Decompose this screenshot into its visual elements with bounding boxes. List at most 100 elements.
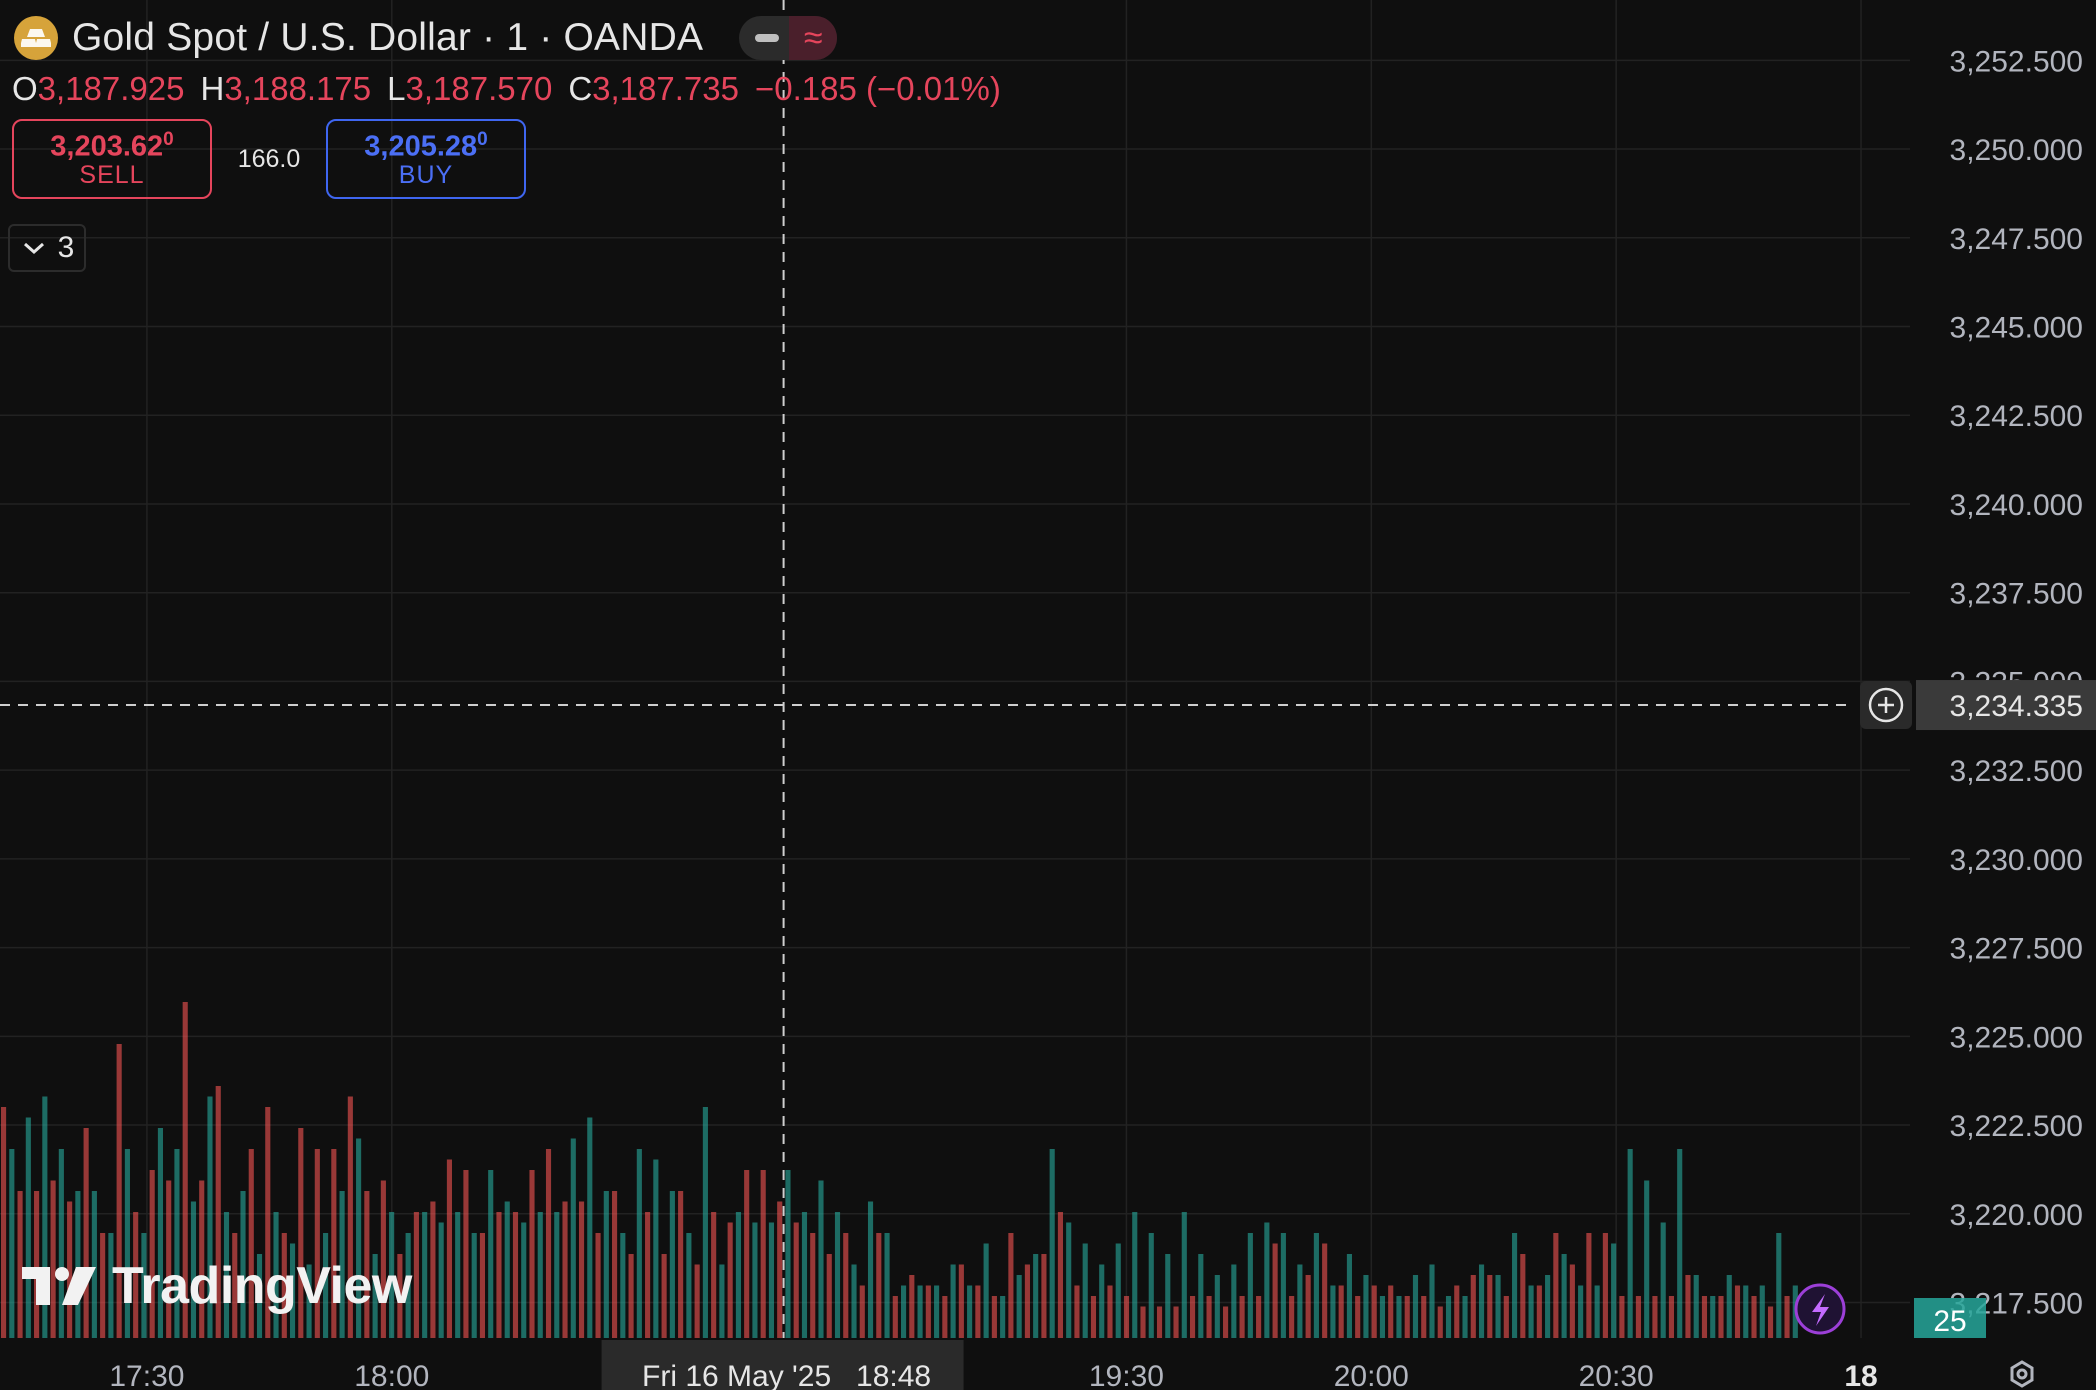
volume-bar-down	[199, 1180, 205, 1338]
volume-bar-up	[1759, 1285, 1765, 1338]
volume-bar-down	[347, 1096, 353, 1338]
volume-bar-down	[1553, 1233, 1559, 1338]
volume-bar-down	[1421, 1296, 1427, 1338]
chart-mode-toggle[interactable]: ≈	[739, 16, 838, 60]
volume-bar-up	[223, 1212, 230, 1338]
volume-bar-down	[711, 1212, 717, 1338]
crosshair-time-box	[601, 1340, 964, 1390]
volume-bars	[1, 1002, 1798, 1338]
volume-bar-down	[1057, 1212, 1063, 1338]
volume-bar-down	[1156, 1306, 1163, 1338]
volume-bar-up	[653, 1159, 659, 1338]
indicators-collapse-button[interactable]: 3	[8, 224, 86, 272]
volume-bar-up	[521, 1222, 527, 1338]
volume-bar-down	[1223, 1306, 1229, 1338]
symbol-title[interactable]: Gold Spot / U.S. Dollar · 1 · OANDA	[72, 16, 704, 59]
volume-bar-down	[843, 1233, 849, 1338]
ohlc-high-value: 3,188.175	[224, 70, 372, 107]
time-tick-label: 17:30	[109, 1360, 184, 1390]
volume-bar-up	[405, 1233, 411, 1338]
volume-bar-up	[537, 1212, 543, 1338]
plus-circle-icon	[1868, 687, 1904, 723]
volume-bar-down	[727, 1222, 733, 1338]
volume-bar-down	[694, 1264, 700, 1338]
gear-icon	[2010, 1360, 2034, 1388]
volume-bar-up	[603, 1191, 609, 1338]
volume-bar-down	[1173, 1306, 1179, 1338]
volume-bar-up	[157, 1128, 163, 1338]
volume-bar-up	[768, 1222, 775, 1338]
volume-bar-up	[1148, 1233, 1154, 1338]
price-tick-label: 3,230.000	[1950, 844, 2083, 877]
volume-bar-up	[851, 1264, 857, 1338]
volume-bar-down	[958, 1264, 964, 1338]
volume-bar-up	[1280, 1233, 1286, 1338]
volume-bar-down	[1355, 1296, 1361, 1338]
volume-bar-up	[1247, 1233, 1253, 1338]
volume-bar-down	[430, 1201, 436, 1338]
volume-bar-down	[595, 1233, 601, 1338]
volume-bar-down	[760, 1170, 766, 1338]
buy-label: BUY	[398, 160, 454, 189]
time-axis[interactable]: 17:30 18:00 19:30 20:00 20:30 18	[109, 1360, 1877, 1390]
volume-bar-down	[1569, 1264, 1575, 1338]
volume-bar-up	[1594, 1285, 1600, 1338]
volume-bar-down	[446, 1159, 452, 1338]
ohlc-values: O 3,187.925 H 3,188.175 L 3,187.570 C 3,…	[12, 70, 1017, 108]
volume-bar-down	[1008, 1233, 1014, 1338]
ohlc-change: −0.185 (−0.01%)	[754, 70, 1001, 107]
volume-bar-down	[100, 1233, 106, 1338]
volume-bar-up	[1363, 1275, 1369, 1338]
volume-bar-down	[232, 1233, 238, 1338]
price-axis[interactable]: 3,252.500 3,250.000 3,247.500 3,245.000 3,24…	[1950, 45, 2083, 1320]
ohlc-close-key: C	[568, 70, 593, 107]
volume-bar-up	[108, 1233, 114, 1338]
volume-bar-down	[744, 1170, 750, 1338]
volume-bar-up	[570, 1138, 576, 1338]
volume-bar-down	[1338, 1285, 1344, 1338]
volume-bar-up	[1181, 1212, 1187, 1338]
tradingview-mark-icon	[22, 1267, 96, 1305]
price-tick-label: 3,232.500	[1950, 755, 2083, 788]
volume-bar-up	[1578, 1285, 1584, 1338]
sell-button[interactable]: 3,203.620 SELL	[12, 119, 212, 199]
volume-bar-up	[867, 1201, 874, 1338]
plus-icon	[1878, 697, 1894, 714]
volume-bar-down	[133, 1212, 139, 1338]
volume-bar-down	[364, 1191, 370, 1338]
volume-bar-down	[331, 1149, 337, 1338]
volume-bar-down	[678, 1191, 684, 1338]
volume-bar-down	[777, 1201, 783, 1338]
buy-button[interactable]: 3,205.280 BUY	[326, 119, 526, 199]
volume-bar-up	[504, 1201, 510, 1338]
ohlc-close-value: 3,187.735	[592, 70, 739, 107]
volume-bar-up	[834, 1212, 841, 1338]
volume-bar-up	[207, 1096, 213, 1338]
volume-bar-up	[1264, 1222, 1270, 1338]
volume-bar-down	[578, 1201, 585, 1338]
volume-bar-down	[1470, 1275, 1476, 1338]
volume-bar-up	[669, 1191, 675, 1338]
volume-bar-down	[612, 1191, 618, 1338]
volume-bar-up	[1429, 1264, 1435, 1338]
volume-bar-up	[75, 1191, 81, 1338]
volume-bar-up	[1132, 1212, 1138, 1338]
volume-bar-down	[1520, 1254, 1526, 1338]
ohlc-low-value: 3,187.570	[405, 70, 553, 107]
volume-bar-down	[1107, 1285, 1113, 1338]
volume-bar-down	[1404, 1296, 1410, 1338]
volume-bar-down	[1388, 1285, 1394, 1338]
volume-bar-down	[1602, 1233, 1608, 1338]
volume-bar-up	[25, 1117, 31, 1338]
volume-bar-down	[149, 1170, 155, 1338]
price-tick-label: 3,250.000	[1950, 134, 2083, 167]
volume-bar-up	[389, 1212, 395, 1338]
volume-bar-up	[356, 1138, 362, 1338]
volume-bar-down	[892, 1296, 898, 1338]
volume-bar-up	[1231, 1264, 1237, 1338]
volume-bar-up	[289, 1243, 296, 1338]
volume-bar-up	[917, 1285, 923, 1338]
buy-price: 3,205.280	[364, 128, 488, 163]
volume-bar-down	[281, 1233, 287, 1338]
